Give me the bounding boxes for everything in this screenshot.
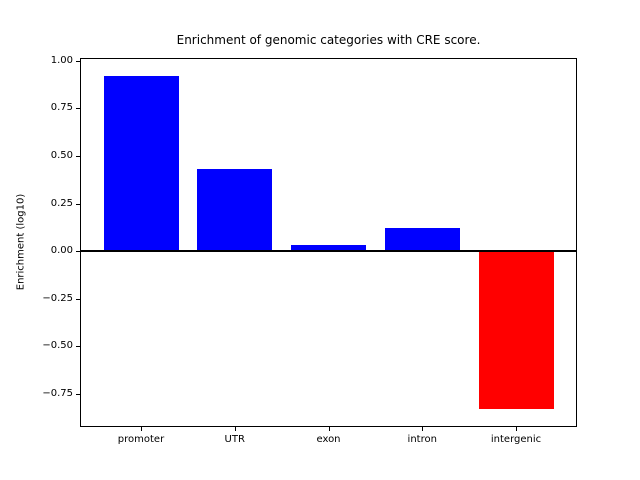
x-tick-mark — [141, 427, 142, 431]
y-tick-label: −0.25 — [42, 292, 73, 304]
y-tick-mark — [76, 60, 80, 62]
x-tick-label-intron: intron — [407, 434, 437, 445]
plot-area — [80, 58, 577, 427]
y-tick-label: 0.50 — [50, 149, 73, 161]
y-tick-mark — [76, 108, 80, 110]
y-tick-label: 0.25 — [50, 197, 73, 209]
x-tick-label-exon: exon — [316, 434, 341, 445]
y-tick-mark — [76, 155, 80, 157]
x-tick-mark — [516, 427, 517, 431]
x-tick-mark — [422, 427, 424, 431]
y-tick-mark — [76, 393, 80, 395]
y-tick-mark — [76, 346, 80, 348]
x-tick-label-UTR: UTR — [224, 434, 245, 445]
x-tick-mark — [234, 427, 236, 431]
y-tick-label: −0.50 — [42, 340, 73, 352]
bar-intron — [384, 228, 460, 252]
y-tick-mark — [76, 251, 80, 253]
y-tick-mark — [76, 298, 80, 300]
bar-promoter — [103, 76, 179, 252]
y-tick-label: 0.75 — [50, 102, 73, 114]
x-tick-mark — [328, 427, 330, 431]
chart-title: Enrichment of genomic categories with CR… — [176, 33, 481, 47]
y-tick-label: 0.00 — [50, 245, 73, 257]
y-tick-mark — [76, 203, 80, 205]
x-tick-label-intergenic: intergenic — [490, 434, 542, 445]
bar-UTR — [197, 169, 273, 252]
bar-exon — [291, 245, 366, 252]
y-tick-label: 1.00 — [50, 54, 73, 66]
zero-line — [81, 250, 576, 253]
bar-intergenic — [478, 251, 554, 409]
y-tick-label: −0.75 — [42, 387, 73, 399]
x-tick-label-promoter: promoter — [117, 434, 165, 445]
